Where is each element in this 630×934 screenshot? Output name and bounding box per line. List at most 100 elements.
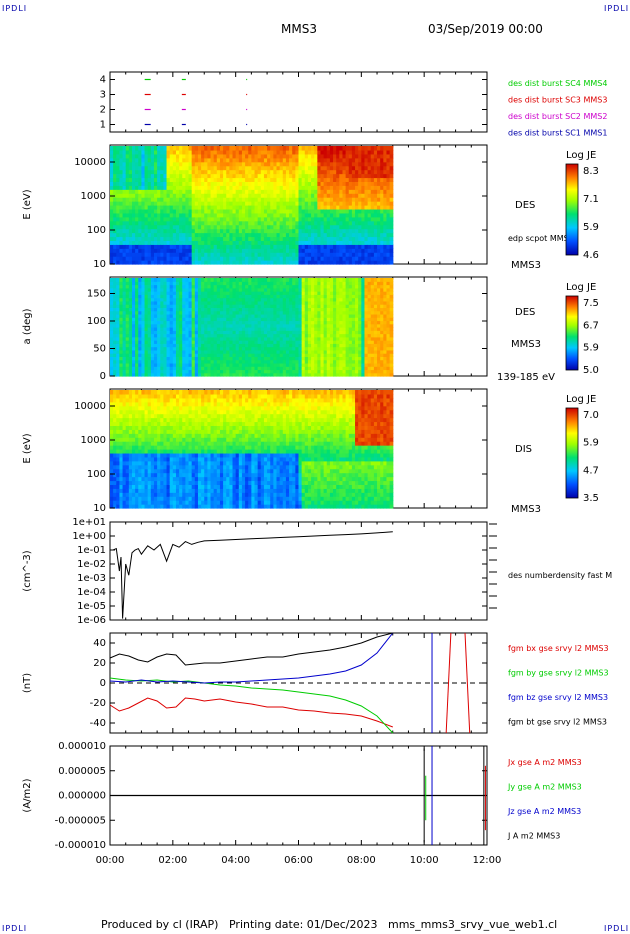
- spectro-cell: [364, 149, 369, 155]
- spectro-cell: [175, 228, 180, 234]
- spectro-cell: [311, 244, 315, 249]
- spectro-cell: [172, 284, 177, 289]
- spectro-cell: [245, 356, 249, 361]
- spectro-cell: [131, 256, 136, 261]
- spectro-cell: [175, 185, 180, 190]
- spectro-cell: [160, 372, 165, 377]
- spectro-cell: [226, 304, 230, 308]
- spectro-cell: [157, 205, 161, 210]
- spectro-cell: [232, 356, 237, 361]
- spectro-cell: [110, 317, 114, 322]
- spectro-cell: [298, 197, 303, 202]
- spectro-cell: [238, 336, 243, 341]
- spectro-cell: [248, 346, 252, 351]
- spectro-cell: [314, 216, 318, 222]
- spectro-cell: [373, 185, 378, 190]
- spectro-cell: [273, 193, 278, 198]
- spectro-cell: [219, 146, 224, 151]
- spectro-cell: [248, 157, 252, 163]
- spectro-cell: [257, 330, 262, 335]
- spectro-cell: [238, 287, 243, 292]
- spectro-cell: [125, 208, 130, 214]
- spectro-cell: [131, 340, 136, 344]
- spectro-cell: [172, 236, 177, 241]
- spectro-cell: [254, 189, 259, 194]
- spectro-cell: [201, 248, 205, 253]
- spectro-cell: [248, 281, 252, 286]
- spectro-cell: [377, 165, 381, 171]
- spectro-cell: [292, 260, 296, 265]
- spectro-cell: [169, 327, 174, 331]
- spectro-cell: [380, 205, 384, 210]
- spectro-cell: [295, 165, 300, 171]
- spectro-cell: [194, 284, 199, 289]
- spectro-cell: [364, 193, 369, 198]
- spectro-cell: [320, 260, 325, 265]
- spectro-cell: [235, 146, 240, 151]
- spectro-cell: [298, 260, 303, 265]
- spectro-cell: [248, 149, 252, 155]
- spectro-cell: [191, 284, 196, 289]
- spectro-cell: [175, 346, 180, 351]
- spectro-cell: [270, 228, 274, 234]
- spectro-cell: [160, 201, 165, 206]
- spectro-cell: [279, 193, 284, 198]
- spectro-cell: [238, 366, 243, 371]
- spectro-cell: [232, 189, 237, 194]
- spectro-cell: [273, 310, 278, 315]
- spectro-cell: [216, 307, 221, 312]
- spectro-cell: [116, 297, 121, 302]
- spectro-cell: [223, 362, 227, 367]
- spectro-cell: [245, 346, 249, 351]
- spectro-cell: [135, 333, 139, 338]
- spectro-cell: [110, 281, 114, 286]
- spectro-cell: [216, 291, 221, 295]
- spectro-cell: [323, 157, 328, 163]
- spectro-cell: [270, 297, 274, 302]
- spectro-cell: [285, 346, 290, 351]
- spectro-cell: [150, 333, 155, 338]
- spectro-cell: [263, 287, 268, 292]
- spectro-cell: [307, 224, 312, 230]
- spectro-cell: [289, 353, 293, 357]
- spectro-cell: [144, 177, 149, 182]
- spectro-cell: [179, 212, 183, 218]
- spectro-cell: [150, 181, 155, 186]
- spectro-cell: [298, 330, 303, 335]
- spectro-cell: [295, 330, 300, 335]
- spectro-cell: [333, 185, 337, 190]
- spectro-cell: [348, 224, 353, 230]
- spectro-cell: [260, 185, 265, 190]
- spectro-cell: [279, 212, 284, 218]
- spectro-cell: [166, 153, 171, 159]
- spectro-cell: [367, 149, 372, 155]
- spectro-cell: [342, 149, 347, 155]
- spectro-cell: [204, 228, 208, 234]
- spectro-cell: [307, 232, 312, 238]
- spectro-cell: [191, 323, 196, 328]
- spectro-cell: [339, 173, 344, 179]
- spectro-cell: [292, 173, 296, 179]
- spectro-cell: [229, 248, 234, 253]
- spectro-cell: [301, 304, 306, 308]
- spectro-cell: [245, 336, 249, 341]
- spectro-cell: [201, 146, 205, 151]
- spectro-cell: [292, 212, 296, 218]
- spectro-cell: [210, 349, 215, 354]
- spectro-cell: [163, 248, 168, 253]
- spectro-cell: [226, 256, 230, 261]
- spectro-cell: [289, 300, 293, 305]
- spectro-cell: [166, 284, 171, 289]
- spectro-cell: [241, 343, 246, 348]
- spectro-cell: [219, 281, 224, 286]
- spectro-cell: [144, 287, 149, 292]
- spectro-cell: [169, 177, 174, 182]
- spectro-cell: [122, 244, 127, 249]
- spectro-cell: [263, 359, 268, 364]
- spectro-cell: [229, 256, 234, 261]
- spectro-cell: [219, 149, 224, 155]
- time-tick-label: 12:00: [473, 855, 502, 866]
- spectro-cell: [245, 307, 249, 312]
- spectro-cell: [345, 149, 350, 155]
- spectro-cell: [241, 177, 246, 182]
